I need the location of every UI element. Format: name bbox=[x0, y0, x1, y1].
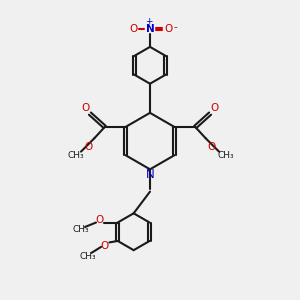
Text: CH₃: CH₃ bbox=[217, 151, 234, 160]
Text: O: O bbox=[96, 215, 104, 225]
Text: O: O bbox=[164, 24, 172, 34]
Text: O: O bbox=[81, 103, 89, 112]
Text: CH₃: CH₃ bbox=[72, 225, 89, 234]
Text: O: O bbox=[211, 103, 219, 112]
Text: -: - bbox=[173, 22, 177, 32]
Text: O: O bbox=[130, 24, 138, 34]
Text: CH₃: CH₃ bbox=[80, 252, 96, 261]
Text: CH₃: CH₃ bbox=[67, 151, 84, 160]
Text: +: + bbox=[145, 17, 152, 26]
Text: N: N bbox=[146, 168, 154, 181]
Text: O: O bbox=[207, 142, 215, 152]
Text: O: O bbox=[85, 142, 93, 152]
Text: O: O bbox=[101, 241, 109, 251]
Text: N: N bbox=[146, 24, 154, 34]
